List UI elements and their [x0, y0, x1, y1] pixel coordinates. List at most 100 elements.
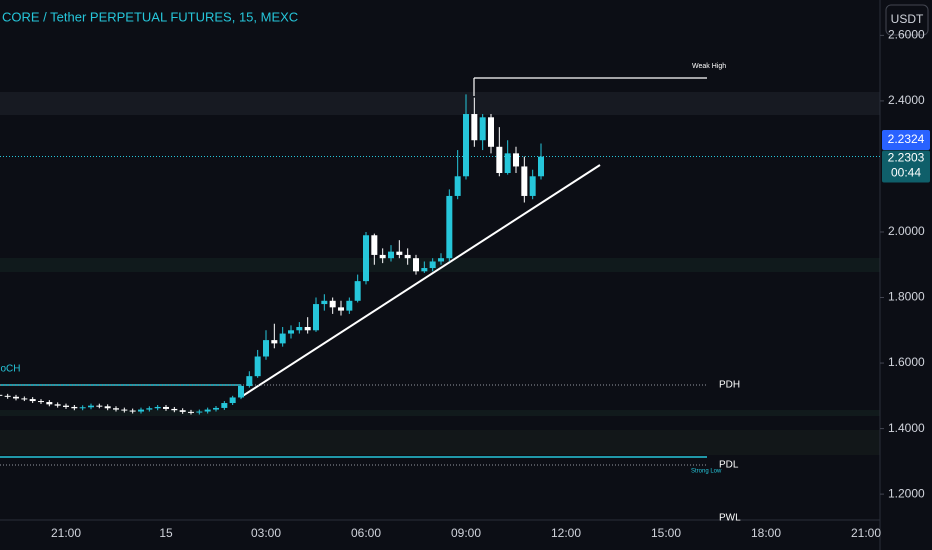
x-tick-label: 03:00: [251, 526, 281, 540]
last-price-box: [882, 150, 930, 183]
candle-body: [371, 235, 378, 255]
candle-body: [263, 340, 269, 357]
candle-body: [0, 394, 3, 396]
candle-body: [304, 327, 311, 331]
candle-body: [471, 114, 478, 141]
candle-body: [21, 398, 28, 400]
x-tick-label: 09:00: [451, 526, 481, 540]
level-label: PWL: [719, 513, 741, 524]
candle-body: [538, 156, 544, 177]
candle-body: [413, 258, 419, 272]
x-tick-label: 18:00: [751, 526, 781, 540]
candle-body: [154, 406, 161, 409]
currency-button-label[interactable]: USDT: [891, 12, 924, 26]
level-label: PDL: [719, 460, 739, 471]
candle-body: [171, 408, 178, 411]
zone: [0, 92, 880, 115]
last-price-label: 2.2303: [888, 151, 925, 165]
candle-body: [438, 258, 444, 262]
y-tick-label: 1.4000: [888, 421, 925, 435]
candle-body: [388, 251, 394, 259]
trend-line: [240, 164, 601, 398]
candle-body: [496, 146, 503, 174]
candle-body: [129, 410, 136, 412]
annotation: Strong Low: [691, 469, 722, 475]
annotation: CHoCH: [0, 364, 20, 375]
candle-body: [196, 411, 203, 413]
candle-body: [254, 356, 261, 377]
candle-body: [313, 304, 319, 331]
y-tick-label: 2.0000: [888, 224, 925, 238]
y-tick-label: 1.2000: [888, 486, 925, 500]
candle-body: [213, 407, 219, 410]
x-tick-label: 15: [159, 526, 173, 540]
candle-body: [421, 268, 428, 272]
y-tick-label: 1.6000: [888, 355, 925, 369]
x-tick-label: 21:00: [51, 526, 81, 540]
candle-body: [288, 330, 294, 334]
candle-body: [513, 153, 519, 167]
candle-body: [38, 401, 44, 403]
candle-body: [46, 402, 53, 405]
candle-body: [404, 254, 411, 259]
x-tick-label: 12:00: [551, 526, 581, 540]
candle-body: [204, 409, 211, 412]
candle-body: [4, 395, 11, 397]
x-tick-label: 06:00: [351, 526, 381, 540]
indicator-price-label: 2.2324: [888, 132, 925, 146]
candle-body: [446, 195, 453, 259]
candle-body: [529, 176, 536, 196]
candle-body: [463, 114, 469, 177]
candle-body: [54, 404, 61, 406]
y-tick-label: 1.8000: [888, 290, 925, 304]
candle-body: [429, 261, 436, 269]
chart-title: CORE / Tether PERPETUAL FUTURES, 15, MEX…: [2, 9, 298, 24]
currency-button[interactable]: [885, 4, 929, 36]
candle-body: [454, 176, 461, 196]
candle-body: [246, 376, 253, 386]
countdown: 00:44: [891, 166, 921, 180]
candle-body: [321, 300, 328, 305]
level-label: Weak High: [692, 63, 726, 70]
candle-body: [296, 327, 303, 331]
candle-body: [221, 403, 228, 408]
candle-body: [188, 411, 194, 413]
candle-body: [504, 153, 511, 174]
candle-body: [396, 251, 403, 255]
candle-body: [179, 410, 186, 412]
candle-body: [29, 399, 36, 402]
candle-body: [63, 405, 69, 407]
candle-body: [363, 235, 369, 282]
zone: [0, 410, 880, 416]
candle-body: [121, 409, 128, 411]
candle-body: [88, 405, 94, 408]
candle-body: [271, 340, 278, 344]
candle-body: [354, 281, 361, 301]
x-tick-label: 15:00: [651, 526, 681, 540]
candle-body: [104, 406, 111, 409]
candle-body: [96, 405, 103, 407]
candle-body: [229, 397, 236, 404]
candle-body: [13, 396, 19, 399]
candle-body: [488, 117, 494, 147]
candle-body: [138, 409, 144, 412]
y-tick-label: 2.6000: [888, 28, 925, 42]
candle-body: [238, 385, 244, 398]
x-tick-label: 21:00: [851, 526, 881, 540]
candle-body: [346, 300, 353, 311]
candle-body: [338, 307, 344, 311]
zone: [0, 258, 880, 272]
indicator-price-box: [882, 130, 930, 150]
candle-body: [113, 408, 119, 410]
candle-body: [479, 117, 486, 141]
y-tick-label: 2.4000: [888, 93, 925, 107]
candle-body: [379, 254, 386, 259]
candle-body: [521, 166, 528, 196]
level-label: PDH: [719, 380, 740, 391]
zone: [0, 430, 880, 455]
candle-body: [79, 407, 86, 409]
candle-body: [71, 406, 78, 409]
